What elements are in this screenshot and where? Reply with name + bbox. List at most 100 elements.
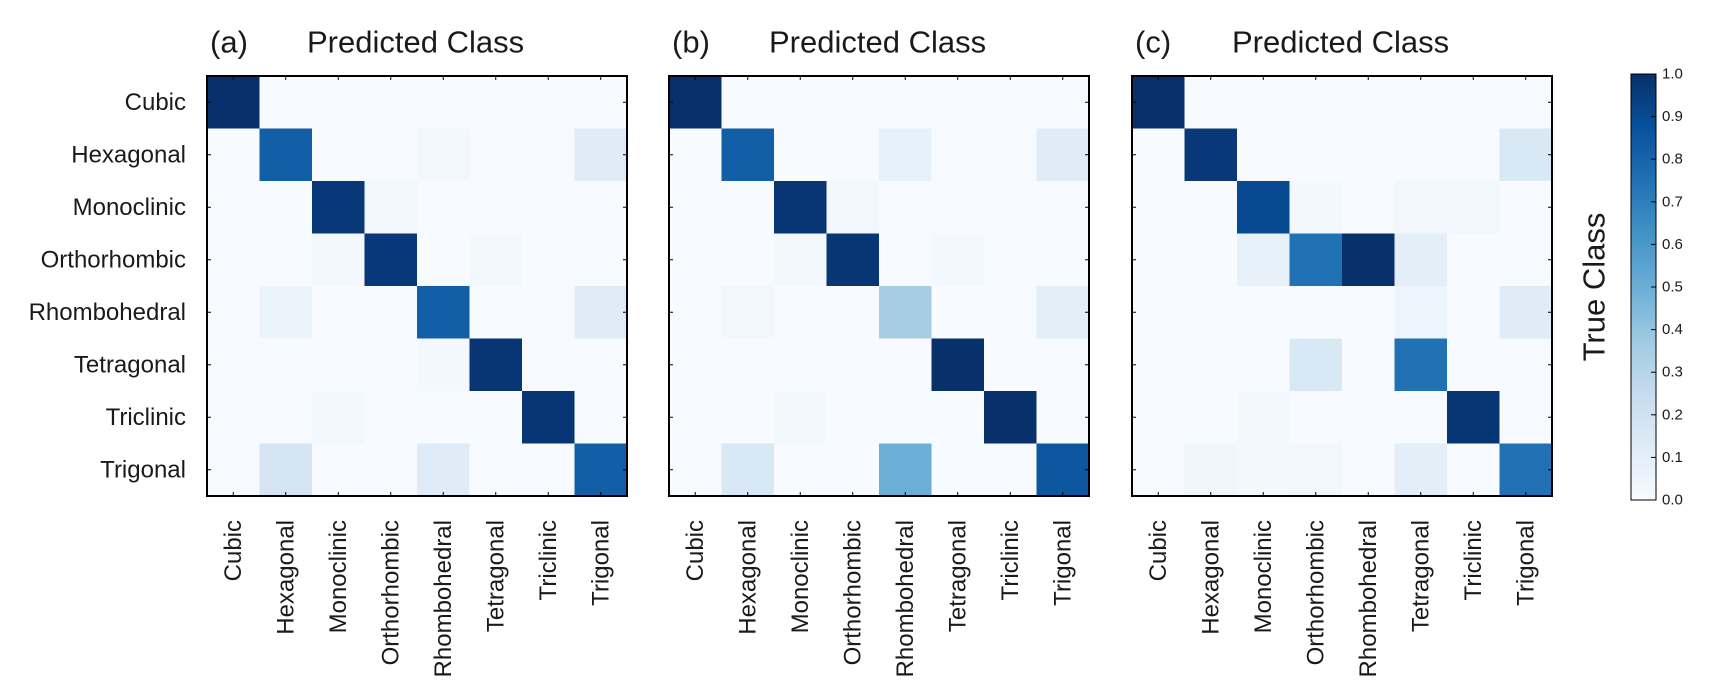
heatmap-cell [259, 443, 313, 497]
x-tick-label: Tetragonal [1407, 520, 1434, 632]
heatmap-cell [574, 391, 628, 444]
heatmap-cell [826, 443, 880, 497]
heatmap-cell [574, 338, 628, 392]
heatmap-cell [826, 233, 880, 287]
heatmap-cell [522, 443, 575, 497]
heatmap-cell [1394, 76, 1448, 129]
heatmap-cell [1447, 128, 1500, 182]
heatmap-cell [879, 233, 932, 287]
heatmap-cell [931, 76, 985, 129]
heatmap-cell [1499, 391, 1553, 444]
heatmap-cell [879, 181, 932, 234]
heatmap-cell [522, 391, 575, 444]
heatmap-cell [522, 233, 575, 287]
heatmap-cell [1394, 286, 1448, 339]
plot-frame [1131, 75, 1553, 497]
heatmap-cell [1342, 76, 1395, 129]
heatmap-cell [1036, 391, 1090, 444]
x-tick-label: Cubic [220, 520, 247, 581]
x-tick-label: Tetragonal [482, 520, 509, 632]
y-tick-label: Hexagonal [71, 141, 186, 168]
heatmap-cell [469, 181, 523, 234]
heatmap-cell [721, 233, 775, 287]
heatmap-cell [826, 286, 880, 339]
heatmap-cell [417, 128, 470, 182]
heatmap-cell [879, 128, 932, 182]
heatmap-cell [574, 286, 628, 339]
x-tick-label: Orthorhombic [377, 520, 404, 665]
colorbar-tick-label: 0.2 [1662, 406, 1683, 423]
heatmap-cell [984, 233, 1037, 287]
heatmap-cell [1237, 76, 1290, 129]
heatmap-cell [364, 76, 418, 129]
colorbar-tick-label: 0.7 [1662, 193, 1683, 210]
x-tick-label: Rhombohedral [1355, 520, 1382, 677]
heatmap-cell [1394, 443, 1448, 497]
heatmap-cell [1237, 233, 1290, 287]
heatmap-cell [1237, 391, 1290, 444]
heatmap-cell [1036, 181, 1090, 234]
x-tick-label: Hexagonal [1197, 520, 1224, 635]
heatmap-cell [469, 76, 523, 129]
heatmap-cell [574, 181, 628, 234]
heatmap-cell [259, 181, 313, 234]
heatmap-cell [1184, 128, 1238, 182]
heatmap-cell [207, 338, 260, 392]
heatmap-cell [931, 181, 985, 234]
heatmap-cell [574, 233, 628, 287]
x-tick-label: Tetragonal [944, 520, 971, 632]
heatmap-cell [469, 128, 523, 182]
y-axis-label: True Class [1577, 213, 1612, 362]
heatmap-cell [984, 391, 1037, 444]
heatmap-cell [1237, 338, 1290, 392]
heatmap-cell [721, 76, 775, 129]
x-tick-label: Monoclinic [325, 520, 352, 633]
heatmap-cell [1036, 443, 1090, 497]
x-tick-label: Triclinic [1460, 520, 1487, 600]
heatmap-cell [259, 286, 313, 339]
heatmap-cell [1132, 181, 1185, 234]
heatmap-cell [312, 233, 365, 287]
y-tick-label: Rhombohedral [29, 299, 186, 326]
heatmap-cell [774, 233, 827, 287]
heatmap-cell [364, 338, 418, 392]
y-tick-label: Triclinic [106, 404, 186, 431]
colorbar-tick-label: 0.5 [1662, 279, 1683, 296]
heatmap-cell [931, 233, 985, 287]
heatmap-cell [1499, 286, 1553, 339]
heatmap-cell [1499, 233, 1553, 287]
heatmap-cell [417, 233, 470, 287]
heatmap-cell [364, 233, 418, 287]
x-tick-label: Rhombohedral [430, 520, 457, 677]
heatmap-cell [1447, 181, 1500, 234]
heatmap-cell [522, 181, 575, 234]
heatmap-cell [669, 286, 722, 339]
x-tick-label: Cubic [1145, 520, 1172, 581]
heatmap-cell [931, 338, 985, 392]
heatmap-cell [931, 286, 985, 339]
heatmap-cell [931, 391, 985, 444]
heatmap-cell [669, 391, 722, 444]
heatmap-cell [931, 443, 985, 497]
heatmap-cell [522, 286, 575, 339]
heatmap-cell [364, 128, 418, 182]
x-tick-label: Hexagonal [734, 520, 761, 635]
heatmap-cell [1342, 286, 1395, 339]
heatmap-cell [259, 76, 313, 129]
heatmap-cell [1132, 338, 1185, 392]
heatmap-cell [1289, 181, 1343, 234]
panel-title: Predicted Class [769, 25, 986, 60]
heatmap-cell [1184, 443, 1238, 497]
heatmap-cell [879, 286, 932, 339]
colorbar-tick-label: 0.1 [1662, 449, 1683, 466]
heatmap-cell [1499, 128, 1553, 182]
heatmap-cell [364, 286, 418, 339]
heatmap-cell [774, 443, 827, 497]
heatmap-cell [879, 443, 932, 497]
heatmap-cell [417, 391, 470, 444]
heatmap-cell [1499, 76, 1553, 129]
heatmap-cell [312, 443, 365, 497]
heatmap-cell [1394, 391, 1448, 444]
heatmap-cell [522, 128, 575, 182]
heatmap-cell [721, 391, 775, 444]
